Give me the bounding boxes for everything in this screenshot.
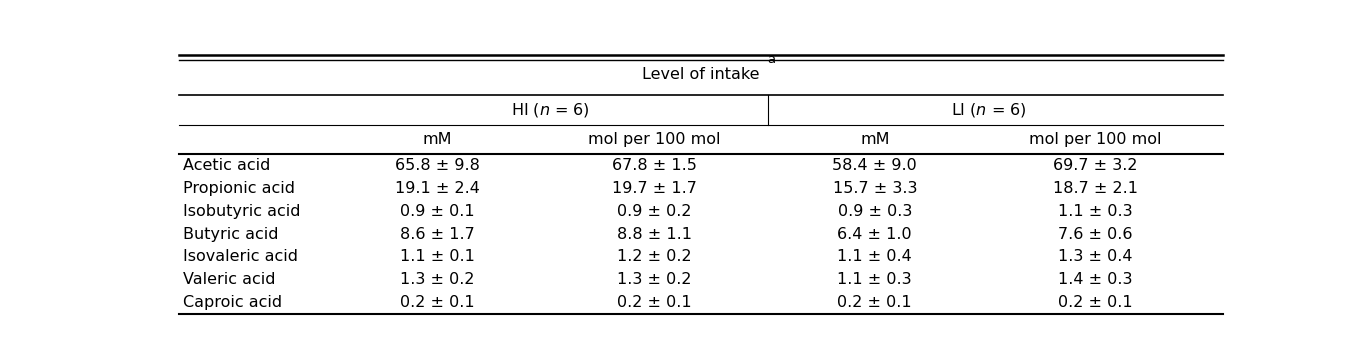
Text: 58.4 ± 9.0: 58.4 ± 9.0 xyxy=(832,158,917,173)
Text: 65.8 ± 9.8: 65.8 ± 9.8 xyxy=(395,158,480,173)
Text: 1.1 ± 0.3: 1.1 ± 0.3 xyxy=(1057,204,1133,219)
Text: 69.7 ± 3.2: 69.7 ± 3.2 xyxy=(1053,158,1138,173)
Text: Isovaleric acid: Isovaleric acid xyxy=(183,249,298,264)
Text: mM: mM xyxy=(860,132,889,147)
Text: 1.3 ± 0.2: 1.3 ± 0.2 xyxy=(617,272,691,287)
Text: 1.4 ± 0.3: 1.4 ± 0.3 xyxy=(1059,272,1133,287)
Text: 0.9 ± 0.2: 0.9 ± 0.2 xyxy=(617,204,691,219)
Text: 1.1 ± 0.3: 1.1 ± 0.3 xyxy=(837,272,912,287)
Text: 8.6 ± 1.7: 8.6 ± 1.7 xyxy=(399,227,475,241)
Text: Valeric acid: Valeric acid xyxy=(183,272,275,287)
Text: 0.2 ± 0.1: 0.2 ± 0.1 xyxy=(1057,295,1133,310)
Text: HI ($n$ = 6): HI ($n$ = 6) xyxy=(512,101,591,119)
Text: 1.2 ± 0.2: 1.2 ± 0.2 xyxy=(617,249,691,264)
Text: mM: mM xyxy=(423,132,451,147)
Text: 8.8 ± 1.1: 8.8 ± 1.1 xyxy=(617,227,692,241)
Text: 1.1 ± 0.1: 1.1 ± 0.1 xyxy=(399,249,475,264)
Text: mol per 100 mol: mol per 100 mol xyxy=(1029,132,1161,147)
Text: 0.2 ± 0.1: 0.2 ± 0.1 xyxy=(617,295,691,310)
Text: 1.1 ± 0.4: 1.1 ± 0.4 xyxy=(837,249,912,264)
Text: 19.1 ± 2.4: 19.1 ± 2.4 xyxy=(395,181,480,196)
Text: Level of intake: Level of intake xyxy=(643,67,759,82)
Text: 67.8 ± 1.5: 67.8 ± 1.5 xyxy=(611,158,696,173)
Text: Isobutyric acid: Isobutyric acid xyxy=(183,204,300,219)
Text: Acetic acid: Acetic acid xyxy=(183,158,269,173)
Text: Butyric acid: Butyric acid xyxy=(183,227,278,241)
Text: Caproic acid: Caproic acid xyxy=(183,295,282,310)
Text: 19.7 ± 1.7: 19.7 ± 1.7 xyxy=(611,181,696,196)
Text: 1.3 ± 0.2: 1.3 ± 0.2 xyxy=(399,272,475,287)
Text: 0.9 ± 0.1: 0.9 ± 0.1 xyxy=(399,204,475,219)
Text: Propionic acid: Propionic acid xyxy=(183,181,294,196)
Text: 7.6 ± 0.6: 7.6 ± 0.6 xyxy=(1059,227,1133,241)
Text: 18.7 ± 2.1: 18.7 ± 2.1 xyxy=(1053,181,1138,196)
Text: 15.7 ± 3.3: 15.7 ± 3.3 xyxy=(833,181,917,196)
Text: 6.4 ± 1.0: 6.4 ± 1.0 xyxy=(837,227,912,241)
Text: 0.2 ± 0.1: 0.2 ± 0.1 xyxy=(399,295,475,310)
Text: 0.2 ± 0.1: 0.2 ± 0.1 xyxy=(837,295,912,310)
Text: 1.3 ± 0.4: 1.3 ± 0.4 xyxy=(1059,249,1133,264)
Text: a: a xyxy=(767,53,774,66)
Text: LI ($n$ = 6): LI ($n$ = 6) xyxy=(951,101,1026,119)
Text: mol per 100 mol: mol per 100 mol xyxy=(588,132,721,147)
Text: 0.9 ± 0.3: 0.9 ± 0.3 xyxy=(837,204,912,219)
